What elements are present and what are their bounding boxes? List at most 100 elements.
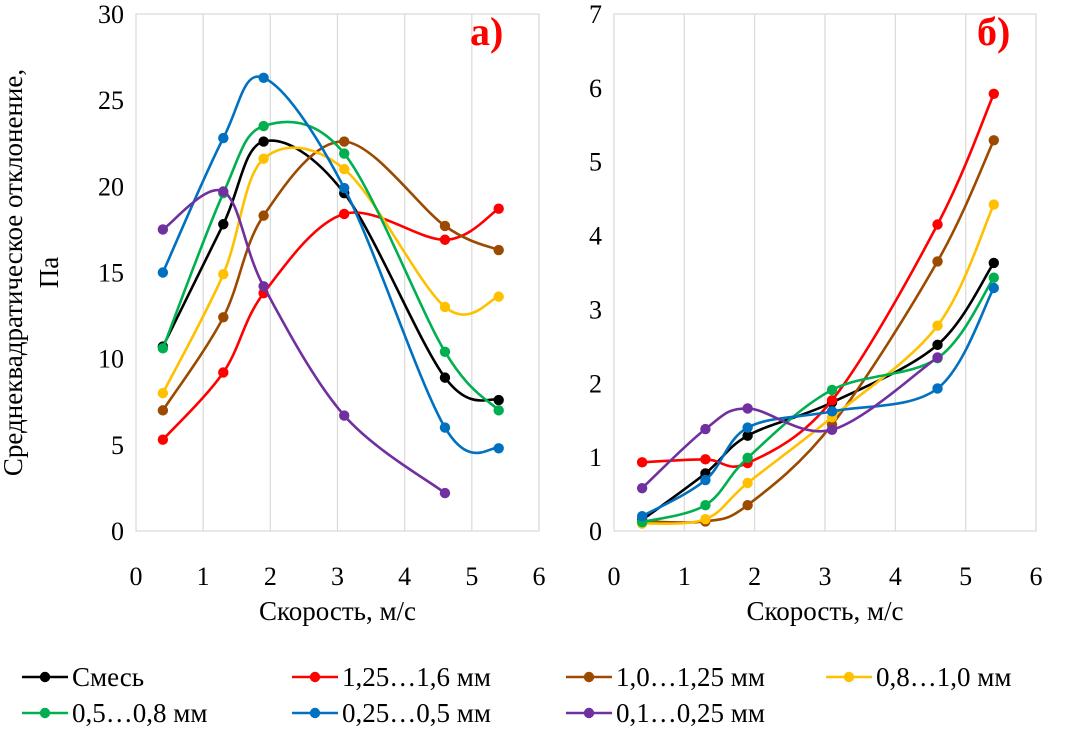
data-point (493, 203, 504, 214)
data-point (932, 339, 943, 351)
data-point (988, 199, 999, 210)
data-point (700, 454, 711, 465)
data-point (218, 367, 229, 378)
plot-frame (135, 13, 540, 532)
data-point (636, 511, 648, 522)
y-tick-label: 5 (111, 431, 124, 460)
data-point (258, 281, 269, 292)
data-point (742, 422, 753, 433)
data-point (988, 282, 999, 294)
panel-label: б) (977, 9, 1010, 54)
y-tick-label: 0 (111, 517, 124, 546)
y-tick-label: 15 (98, 259, 124, 288)
data-point (700, 513, 711, 525)
data-point (988, 272, 999, 283)
data-point (439, 220, 451, 232)
data-point (742, 499, 753, 511)
data-point (339, 136, 350, 147)
chart-panel-1: 0 5 10 15 20 25 30 0 1 2 3 4 5 6 Скорость, м/с Среднекв… (0, 0, 546, 626)
x-axis-title: Скорость, м/с (259, 596, 416, 626)
legend-entry: 0,1…0,25 мм (566, 698, 765, 728)
data-point (493, 405, 504, 416)
x-tick-label: 6 (533, 562, 546, 591)
series-3 (157, 136, 504, 416)
legend-label: Смесь (72, 662, 144, 692)
y-tick-label: 6 (589, 74, 602, 103)
legend-entry: 1,0…1,25 мм (566, 662, 765, 692)
x-tick-label: 0 (130, 562, 143, 591)
data-point (258, 72, 269, 83)
data-point (932, 383, 943, 394)
y-tick-label: 25 (98, 86, 124, 115)
data-point (218, 132, 229, 144)
data-point (826, 424, 838, 436)
data-point (258, 120, 269, 132)
x-tick-label: 5 (465, 562, 478, 591)
series-4 (157, 146, 504, 399)
data-point (742, 403, 753, 414)
x-tick-label: 1 (678, 562, 691, 591)
y-axis-title-line: Среднеквадратическое отклонение, (0, 69, 28, 476)
data-point (218, 219, 229, 230)
data-point (439, 422, 451, 433)
legend-entry: Смесь (22, 662, 144, 692)
data-point (932, 219, 943, 230)
y-tick-label: 7 (589, 0, 602, 29)
data-point (700, 423, 711, 435)
data-point (439, 372, 451, 383)
data-point (258, 136, 269, 147)
data-point (826, 395, 838, 406)
x-axis-title: Скорость, м/с (746, 596, 903, 626)
data-point (493, 291, 504, 302)
y-tick-label: 10 (98, 345, 124, 374)
legend-marker (583, 707, 595, 719)
data-point (157, 224, 169, 235)
data-point (932, 256, 943, 267)
x-tick-label: 4 (398, 562, 411, 591)
legend-label: 0,5…0,8 мм (72, 698, 207, 728)
data-point (826, 406, 838, 417)
x-tick-label: 0 (608, 562, 621, 591)
data-point (742, 452, 753, 464)
data-point (932, 352, 943, 363)
data-point (439, 234, 451, 245)
y-tick-label: 30 (98, 0, 124, 29)
plot-frame (613, 13, 1037, 532)
data-point (826, 384, 838, 396)
data-point (988, 135, 999, 146)
data-point (742, 477, 753, 489)
y-axis-title-line: Па (34, 257, 64, 288)
legend: Смесь 1,25…1,6 мм 1,0…1,25 мм 0,8…1,0 мм 0,5… (22, 662, 1011, 728)
legend-label: 1,25…1,6 мм (342, 662, 491, 692)
data-point (439, 487, 451, 499)
legend-marker (309, 707, 321, 719)
panel-label: а) (470, 9, 503, 54)
y-tick-label: 4 (589, 222, 602, 251)
data-point (742, 430, 753, 441)
x-tick-label: 2 (264, 562, 277, 591)
series-line (640, 356, 939, 490)
series-6 (636, 282, 999, 522)
y-tick-label: 0 (589, 517, 602, 546)
y-tick-label: 5 (589, 148, 602, 177)
legend-marker (39, 707, 51, 719)
y-tick-label: 1 (589, 443, 602, 472)
series-7 (636, 352, 943, 494)
y-tick-label: 3 (589, 295, 602, 324)
data-point (157, 434, 169, 445)
data-point (932, 320, 943, 331)
data-point (493, 244, 504, 256)
data-point (636, 457, 648, 468)
data-point (339, 208, 350, 220)
y-axis-title: Среднеквадратическое отклонение, Па (0, 69, 64, 476)
x-tick-label: 3 (819, 562, 832, 591)
data-point (988, 88, 999, 99)
data-point (339, 182, 350, 194)
data-point (439, 301, 451, 313)
legend-label: 1,0…1,25 мм (616, 662, 765, 692)
series-6 (157, 72, 504, 455)
data-point (218, 312, 229, 323)
legend-entry: 0,8…1,0 мм (826, 662, 1011, 692)
data-point (339, 163, 350, 175)
